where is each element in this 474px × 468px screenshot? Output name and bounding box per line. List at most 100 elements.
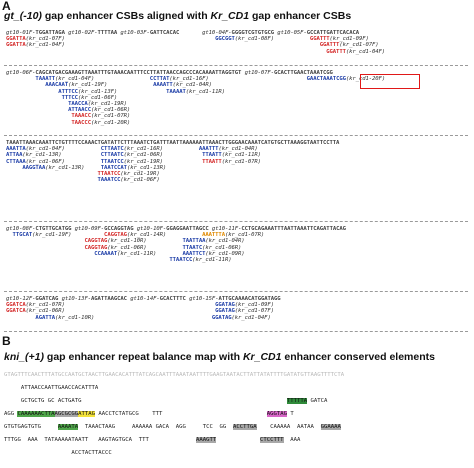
sequence-segment: TAACCA (68, 101, 88, 107)
label-text (6, 177, 98, 183)
sequence-segment: CAGGTAG (84, 244, 108, 251)
label-text: (kr_cd1-04F) (231, 314, 271, 321)
sequence-segment: CAGGTAG (84, 238, 108, 245)
label-text: (kr_cd1-14R) (126, 232, 203, 239)
title-text-end: enhancer conserved elements (281, 351, 435, 363)
repeat-map-row: TTTGG AAA TATAAAAATAATT AAGTAGTGCA TTT A… (4, 437, 300, 444)
csb-alignment-line: AGATTA(kr_cd1-10R) GGATAG(kr_cd1-04F) (6, 314, 271, 321)
conserved-element: AGCGCGG (54, 411, 79, 417)
sequence-segment: GCACTTGAACTAAATCGG (273, 70, 333, 76)
repeat-map-row: ACCTACTTACCC (4, 450, 112, 457)
label-text: (kr_cd1-06F) (25, 158, 101, 165)
label-text: (kr_cd1-11R) (221, 152, 261, 159)
sequence-segment: TTGCAT (12, 232, 33, 239)
sequence-segment: GCTGCTG GC ACTGATG (4, 398, 82, 404)
sequence-segment: GGATAG (215, 308, 235, 315)
csb-alignment-line: TAACCC(kr_cd1-20R) (6, 120, 130, 126)
csb-alignment-line: TAAATCC(kr_cd1-06F) (6, 177, 160, 183)
label-text: gt10-08F- (6, 226, 36, 232)
label-text (6, 76, 35, 82)
sequence-segment: GGGGTCGTGTGCG (231, 30, 278, 36)
label-text (6, 101, 68, 107)
sequence-segment: ACCTACTTACCC (4, 450, 112, 456)
sequence-segment: ATTGCAAAACATGGATAGG (218, 296, 281, 302)
label-text (6, 165, 22, 171)
label-text: (kr_cd1-11R) (185, 88, 225, 95)
label-text: (kr_cd1-04R) (205, 238, 245, 245)
label-text: (kr_cd1-06F) (120, 177, 160, 184)
title-gene-kr: Kr_CD1 (210, 10, 250, 22)
conserved-element: TTTTTA (286, 398, 308, 404)
highlight-box-kr-cd1-20f (360, 74, 420, 89)
label-text: (kr_cd1-16R) (123, 146, 199, 153)
label-text (6, 82, 45, 88)
separator-line (4, 331, 468, 332)
label-text: (kr_cd1-04F) (55, 76, 150, 83)
sequence-segment: GGATCA (6, 308, 26, 315)
sequence-segment: TAAATCC (97, 177, 121, 184)
label-text: (kr_cd1-06R) (90, 107, 131, 114)
label-text (6, 171, 98, 177)
sequence-segment: AAAATT (153, 82, 173, 89)
sequence-segment: ATTAA (6, 152, 23, 159)
csb-alignment-line: GGATCA(kr_cd1-07R) GGATAG(kr_cd1-09F) (6, 302, 274, 308)
sequence-segment: TTAATC (182, 244, 203, 251)
label-text (6, 95, 62, 101)
label-text: (kr_cd1-19R) (120, 171, 160, 177)
csb-alignment-line: GGATTT(kr_cd1-04F) (6, 49, 385, 55)
label-text: (kr_cd1-20F) (345, 76, 386, 83)
label-text (6, 315, 35, 321)
label-text (6, 49, 326, 55)
csb-alignment-line: AAACAAT(kr_cd1-19F) AAAATT(kr_cd1-04R) (6, 82, 212, 88)
label-text: (kr_cd1-04F) (345, 48, 386, 55)
sequence-segment: TTTTAA (97, 30, 121, 36)
sequence-segment: AAATTT (198, 146, 219, 153)
enhancer-sequence-line: gt10-01F-TGGATTAGA gt10-02F-TTTTAA gt10-… (6, 30, 359, 36)
label-text: (kr_cd1-19F) (68, 82, 154, 89)
csb-alignment-line: TTAATCC(kr_cd1-19R) (6, 171, 160, 177)
label-text: gt10-11F- (211, 226, 242, 232)
label-text: gt10-03F- (120, 30, 150, 36)
sequence-segment: GGATTA (6, 42, 26, 49)
label-text: gt10-07F- (244, 70, 275, 76)
sequence-segment: TTAATT (202, 158, 222, 165)
label-text: (kr_cd1-07R) (90, 113, 131, 120)
repeat-map-row: AGG CAAAAAACTTAAGCGCGGATTAG AACCTCTATGCG… (4, 411, 294, 418)
title-text: gap enhancer repeat balance map with (43, 351, 243, 363)
csb-alignment-line: CAGGTAG(kr_cd1-06R) TTAATC(kr_cd1-06R) (6, 245, 241, 251)
label-text: (kr_cd1-07R) (25, 302, 216, 309)
title-gene-kni: kni_(+1) (4, 351, 44, 363)
label-text: gt10-06F- (6, 70, 36, 76)
enhancer-sequence-line: gt10-08F-CTGTTGCATGG gt10-09F-GCCAGGTAG … (6, 226, 346, 232)
sequence-segment: TTTGG AAA TATAAAAATAATT AAGTAGTGCA TTT (4, 437, 196, 443)
label-text (6, 257, 169, 263)
conserved-element: AGGTAG (266, 411, 287, 417)
label-text: (kr_cd1-09F) (329, 36, 369, 43)
sequence-segment: T (286, 411, 294, 417)
label-text: (kr_cd1-08F) (234, 36, 310, 43)
sequence-segment: GCCAGGTAG (104, 226, 137, 232)
block-separator (4, 221, 468, 222)
repeat-map-row: GCTGCTG GC ACTGATG TTTTTA GATCA (4, 398, 327, 405)
csb-alignment-line: AAGGTAA(kr_cd1-13R) TAATCCAT(kr_cd1-13R) (6, 165, 166, 171)
label-text (6, 245, 84, 251)
csb-alignment-line: GGATTA(kr_cd1-04F) GGATTT(kr_cd1-07F) (6, 42, 379, 48)
label-text: (kr_cd1-16F) (169, 76, 307, 83)
sequence-segment: GATTCACAC (149, 30, 203, 36)
label-text: (kr_cd1-20R) (90, 119, 131, 126)
label-text (6, 120, 71, 126)
sequence-segment: AAACAAT (45, 82, 69, 89)
sequence-segment: GGCGGT (215, 36, 235, 43)
sequence-segment: TTTCC (61, 94, 78, 101)
sequence-segment: GGATCAG (35, 296, 62, 302)
label-text: (kr_cd1-07F) (339, 42, 379, 49)
sequence-segment: GGATAG (211, 314, 232, 321)
label-text: (kr_cd1-09F) (234, 302, 274, 309)
sequence-segment: GGATAG (215, 302, 235, 309)
label-text: (kr_cd1-11R) (117, 250, 183, 257)
sequence-segment: AGG (4, 411, 18, 417)
sequence-segment: AGATTA (35, 314, 56, 321)
sequence-segment: CTGTTGCATGG (35, 226, 75, 232)
label-text: (kr_cd1-06R) (25, 308, 216, 315)
sequence-segment: TAAATT (35, 76, 56, 83)
